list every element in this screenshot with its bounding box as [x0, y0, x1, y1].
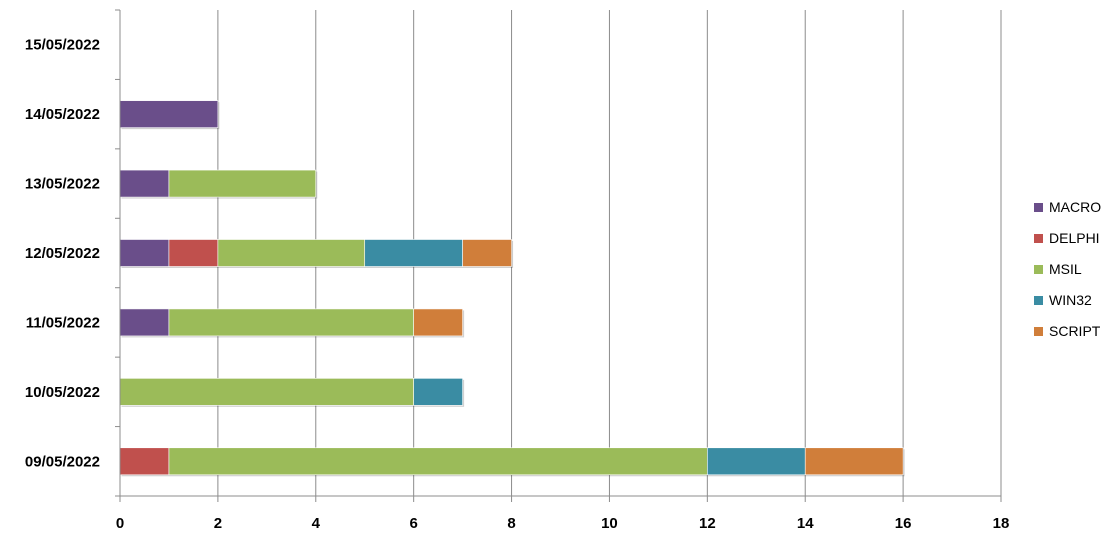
category-label: 09/05/2022 [25, 453, 100, 470]
x-tick-label: 4 [312, 515, 321, 532]
x-tick-label: 12 [699, 515, 716, 532]
x-tick-label: 10 [601, 515, 618, 532]
category-label: 12/05/2022 [25, 245, 100, 262]
legend-swatch-delphi [1034, 234, 1043, 243]
bar-segment-script [804, 447, 904, 476]
bar-segment-msil [119, 378, 414, 406]
axes [115, 9, 1002, 502]
legend-label: WIN32 [1049, 292, 1092, 308]
category-label: 10/05/2022 [25, 384, 100, 401]
legend-swatch-msil [1034, 265, 1043, 274]
legend-label: MSIL [1049, 261, 1082, 277]
bar-segment-macro [119, 100, 219, 128]
bar-segment-macro [119, 169, 170, 198]
bar-segment-win32 [364, 239, 463, 267]
category-label: 14/05/2022 [25, 106, 100, 123]
x-tick-label: 6 [409, 515, 417, 532]
x-tick-label: 18 [993, 515, 1010, 532]
legend-swatch-win32 [1034, 296, 1043, 305]
category-label: 11/05/2022 [26, 314, 100, 331]
bar-segment-msil [217, 239, 366, 267]
legend: MACRO DELPHI MSIL WIN32 SCRIPT [1034, 199, 1101, 339]
bar-segment-macro [119, 239, 170, 267]
legend-swatch-macro [1034, 203, 1043, 212]
x-tick-label: 16 [895, 515, 912, 532]
legend-label: DELPHI [1049, 230, 1100, 246]
bar-segment-msil [168, 447, 708, 476]
bar-segment-msil [168, 169, 317, 198]
bar-segment-win32 [413, 378, 463, 406]
category-label: 15/05/2022 [25, 37, 100, 54]
x-tick-label: 8 [507, 515, 515, 532]
bar-segment-win32 [707, 447, 806, 476]
legend-swatch-script [1034, 327, 1043, 336]
bar-segment-delphi [168, 239, 219, 267]
tick-labels: 0 2 4 6 8 10 12 14 16 18 [116, 515, 1010, 532]
legend-label: SCRIPT [1049, 323, 1101, 339]
x-tick-label: 14 [797, 515, 814, 532]
legend-label: MACRO [1049, 199, 1101, 215]
x-tick-label: 0 [116, 515, 124, 532]
bar-segment-delphi [119, 447, 170, 476]
category-label: 13/05/2022 [25, 176, 100, 193]
bar-segment-script [413, 308, 463, 337]
bar-segment-macro [119, 308, 170, 337]
bar-segment-msil [168, 308, 414, 337]
x-tick-label: 2 [214, 515, 222, 532]
category-labels: 09/05/2022 10/05/2022 11/05/2022 12/05/2022… [25, 37, 100, 471]
gridlines [217, 10, 1002, 496]
bar-segment-script [462, 239, 512, 267]
bars [119, 100, 905, 477]
